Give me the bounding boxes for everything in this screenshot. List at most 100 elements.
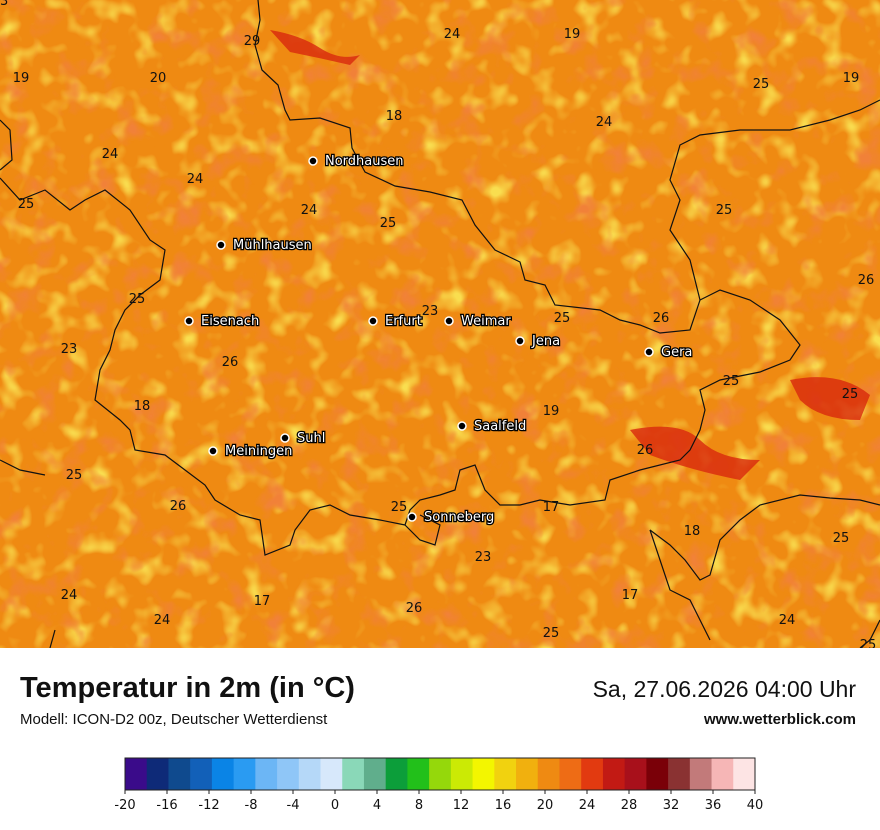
city-dot — [308, 156, 318, 166]
temperature-label: 25 — [380, 216, 397, 231]
legend-tick-label: 24 — [579, 798, 596, 813]
temperature-label: 20 — [150, 71, 167, 86]
temperature-label: 25 — [66, 468, 83, 483]
temperature-label: 26 — [653, 311, 670, 326]
city-dot — [644, 347, 654, 357]
temperature-label: 26 — [858, 273, 875, 288]
color-legend: -20 -16 -12 -8 -4 0 4 8 12 16 20 24 28 32 36 40 — [114, 757, 763, 813]
temperature-label: 25 — [18, 197, 35, 212]
temperature-label: 26 — [170, 499, 187, 514]
legend-tick-label: -16 — [156, 798, 177, 813]
temperature-map: 29 24 19 19 20 25 19 18 24 24 24 25 24 25 25 26 25 23 25 26… — [0, 0, 880, 648]
legend-swatch — [646, 758, 669, 790]
legend-swatch — [450, 758, 474, 790]
legend-border — [124, 757, 756, 791]
border-lines — [0, 0, 880, 648]
city-dot — [444, 316, 454, 326]
city-dot — [407, 512, 417, 522]
legend-swatch — [298, 758, 322, 790]
legend-swatch — [320, 758, 343, 790]
legend-swatch — [233, 758, 256, 790]
temperature-label: 19 — [564, 27, 581, 42]
temperature-field — [0, 0, 880, 648]
temperature-label: 25 — [723, 374, 740, 389]
legend-swatch — [190, 758, 213, 790]
city-dot — [208, 446, 218, 456]
temperature-label: 24 — [779, 613, 796, 628]
legend-swatch — [494, 758, 517, 790]
city-dot — [368, 316, 378, 326]
legend-tick-label: 36 — [705, 798, 722, 813]
legend-swatch — [255, 758, 278, 790]
legend-tick-label: 12 — [453, 798, 470, 813]
temperature-label: 25 — [860, 638, 877, 648]
website-link[interactable]: www.wetterblick.com — [704, 711, 856, 728]
city-label: Sonneberg — [424, 510, 494, 525]
city-dot — [457, 421, 467, 431]
city-markers: Nordhausen Mühlhausen Eisenach Erfurt Weimar… — [184, 153, 694, 526]
legend-tick-label: -8 — [245, 798, 258, 813]
legend-swatch — [559, 758, 582, 790]
city-label: Mühlhausen — [233, 238, 312, 253]
temperature-label: 23 — [422, 304, 439, 319]
legend-swatch — [168, 758, 191, 790]
legend-tick-label: 16 — [495, 798, 512, 813]
legend-tick-label: 4 — [373, 798, 381, 813]
temperature-label: 26 — [637, 443, 654, 458]
temperature-label: 24 — [102, 147, 119, 162]
legend-swatches — [124, 757, 756, 791]
city-label: Eisenach — [201, 314, 259, 329]
city-label: Nordhausen — [325, 154, 404, 169]
city-dot — [184, 316, 194, 326]
city-label: Meiningen — [225, 444, 292, 459]
temperature-label: 25 — [716, 203, 733, 218]
temperature-label: 25 — [833, 531, 850, 546]
temperature-label: 19 — [13, 71, 30, 86]
temperature-label: 19 — [843, 71, 860, 86]
temperature-label: 24 — [444, 27, 461, 42]
model-source: Modell: ICON-D2 00z, Deutscher Wetterdie… — [20, 711, 328, 728]
legend-tick-label: -4 — [287, 798, 300, 813]
legend-swatch — [385, 758, 408, 790]
legend-swatch — [733, 758, 756, 790]
temperature-label: 26 — [222, 355, 239, 370]
legend-tick-label: 8 — [415, 798, 423, 813]
legend-swatch — [537, 758, 560, 790]
temperature-value-labels: 29 24 19 19 20 25 19 18 24 24 24 25 24 25 25 26 25 23 25 26… — [0, 0, 876, 648]
city-label: Erfurt — [385, 314, 422, 329]
footer: Temperatur in 2m (in °C) Modell: ICON-D2… — [0, 648, 880, 830]
temperature-label: 17 — [543, 500, 560, 515]
legend-swatch — [363, 758, 387, 790]
legend-swatch — [211, 758, 235, 790]
temperature-label: 23 — [0, 0, 8, 9]
legend-swatch — [711, 758, 734, 790]
legend-swatch — [472, 758, 495, 790]
legend-tick-label: 0 — [331, 798, 339, 813]
legend-tick-label: 32 — [663, 798, 680, 813]
temperature-label: 25 — [554, 311, 571, 326]
forecast-datetime: Sa, 27.06.2026 04:00 Uhr — [592, 676, 856, 702]
temperature-label: 25 — [753, 77, 770, 92]
legend-ticks: -20 -16 -12 -8 -4 0 4 8 12 16 20 24 28 32 36 40 — [114, 790, 763, 813]
temperature-label: 29 — [244, 34, 261, 49]
temperature-label: 25 — [842, 387, 859, 402]
temperature-label: 19 — [543, 404, 560, 419]
legend-swatch — [581, 758, 604, 790]
temperature-label: 18 — [386, 109, 403, 124]
legend-tick-label: -20 — [114, 798, 135, 813]
legend-swatch — [602, 758, 626, 790]
temperature-label: 18 — [684, 524, 701, 539]
city-dot — [216, 240, 226, 250]
legend-swatch — [689, 758, 713, 790]
legend-swatch — [429, 758, 452, 790]
temperature-label: 17 — [254, 594, 271, 609]
city-label: Weimar — [461, 314, 511, 329]
city-dot — [280, 433, 290, 443]
legend-swatch — [277, 758, 300, 790]
temperature-label: 24 — [61, 588, 78, 603]
city-label: Saalfeld — [474, 419, 526, 434]
temperature-label: 17 — [622, 588, 639, 603]
temperature-label: 24 — [301, 203, 318, 218]
legend-swatch — [624, 758, 647, 790]
city-label: Gera — [661, 345, 692, 360]
